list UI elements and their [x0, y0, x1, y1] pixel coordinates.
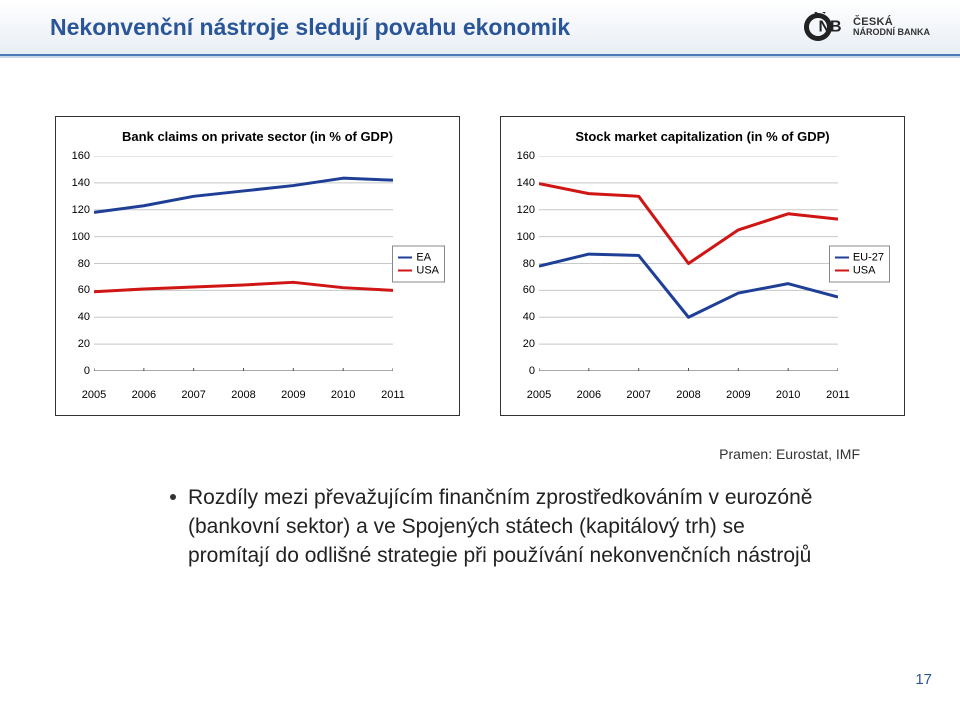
content-area: Bank claims on private sector (in % of G…: [0, 56, 960, 571]
legend-swatch: [398, 256, 412, 258]
legend-swatch: [835, 269, 849, 271]
chart-left-svg: [94, 156, 393, 371]
legend-label: USA: [853, 264, 876, 276]
legend-item: USA: [835, 264, 884, 276]
bullet-text: Rozdíly mezi převažujícím finančním zpro…: [188, 484, 820, 571]
bullet-item: Rozdíly mezi převažujícím finančním zpro…: [50, 484, 910, 571]
chart-left-legend: EAUSA: [392, 245, 445, 282]
legend-swatch: [835, 256, 849, 258]
bullet-dot-icon: [170, 494, 176, 500]
chart-left: Bank claims on private sector (in % of G…: [55, 116, 460, 416]
chart-right-y-labels: 020406080100120140160: [511, 156, 535, 371]
page-number: 17: [915, 671, 932, 688]
chart-left-title: Bank claims on private sector (in % of G…: [66, 129, 449, 144]
chart-right-plot-area: 020406080100120140160 200520062007200820…: [539, 156, 838, 371]
legend-label: EA: [416, 251, 431, 263]
page-title: Nekonvenční nástroje sledují povahu ekon…: [50, 14, 570, 41]
chart-left-plot-area: 020406080100120140160 200520062007200820…: [94, 156, 393, 371]
slide-header: Nekonvenční nástroje sledují povahu ekon…: [0, 0, 960, 56]
svg-text:NB: NB: [818, 19, 841, 36]
logo-line-2: NÁRODNÍ BANKA: [853, 28, 930, 38]
charts-row: Bank claims on private sector (in % of G…: [50, 116, 910, 416]
chart-right-title: Stock market capitalization (in % of GDP…: [511, 129, 894, 144]
cnb-logo: NB ČESKÁ NÁRODNÍ BANKA: [803, 12, 930, 42]
source-line: Pramen: Eurostat, IMF: [50, 446, 860, 462]
chart-left-y-labels: 020406080100120140160: [66, 156, 90, 371]
chart-right-legend: EU-27USA: [829, 245, 890, 282]
chart-right: Stock market capitalization (in % of GDP…: [500, 116, 905, 416]
cnb-logo-text: ČESKÁ NÁRODNÍ BANKA: [853, 16, 930, 38]
legend-swatch: [398, 269, 412, 271]
legend-label: USA: [416, 264, 439, 276]
legend-item: USA: [398, 264, 439, 276]
chart-right-svg: [539, 156, 838, 371]
legend-label: EU-27: [853, 251, 884, 263]
legend-item: EA: [398, 251, 439, 263]
legend-item: EU-27: [835, 251, 884, 263]
cnb-logo-mark: NB: [803, 12, 847, 42]
